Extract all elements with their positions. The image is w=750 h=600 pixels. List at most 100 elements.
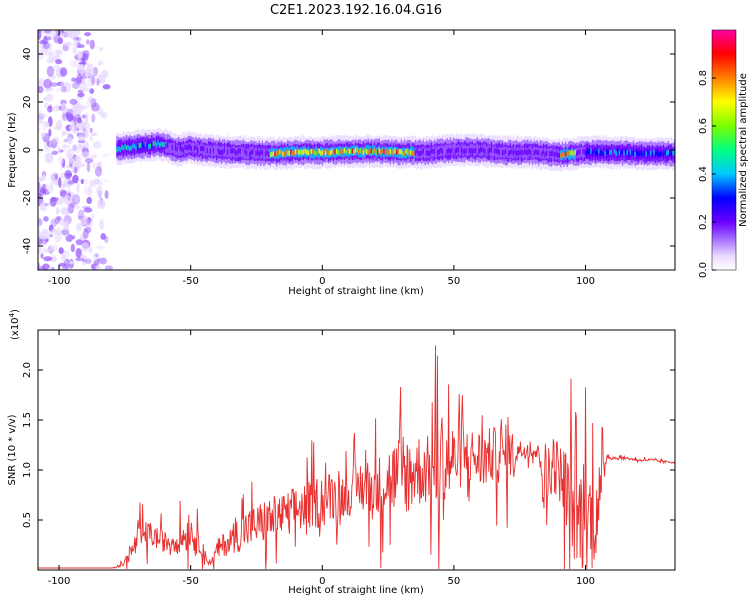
band-cell bbox=[316, 148, 319, 154]
band-cell bbox=[340, 148, 343, 154]
noise-blob bbox=[63, 258, 70, 269]
band-cell bbox=[263, 152, 265, 158]
band-cell bbox=[621, 149, 624, 155]
band-cell bbox=[604, 150, 606, 157]
band-cell bbox=[354, 147, 357, 153]
band-cell bbox=[260, 149, 262, 155]
band-cell bbox=[643, 150, 646, 156]
band-cell bbox=[179, 145, 182, 156]
band-cell bbox=[312, 148, 314, 154]
noise-blob bbox=[38, 78, 43, 83]
noise-blob bbox=[78, 63, 86, 75]
band-cell bbox=[170, 146, 172, 152]
band-cell bbox=[245, 150, 248, 156]
band-cell bbox=[672, 150, 674, 156]
noise-blob bbox=[38, 118, 43, 125]
band-cell bbox=[495, 148, 497, 154]
noise-blob bbox=[92, 66, 98, 77]
noise-blob bbox=[59, 32, 65, 38]
band-cell bbox=[533, 150, 535, 156]
noise-blob bbox=[89, 135, 94, 142]
spectrogram-y-label: Frequency (Hz) bbox=[7, 112, 18, 188]
noise-blob bbox=[52, 106, 61, 112]
band-cell bbox=[135, 145, 137, 151]
x-tick-label: -50 bbox=[182, 576, 198, 587]
band-cell bbox=[121, 144, 123, 150]
band-cell bbox=[631, 150, 633, 156]
band-cell bbox=[629, 149, 632, 160]
noise-blob bbox=[84, 111, 89, 123]
band-cell bbox=[508, 150, 510, 157]
band-cell bbox=[569, 150, 572, 156]
noise-blob bbox=[78, 132, 87, 140]
band-cell bbox=[358, 149, 360, 155]
colorbar-tick-label: 0.4 bbox=[698, 166, 709, 182]
band-cell bbox=[215, 149, 218, 155]
noise-blob bbox=[51, 33, 57, 38]
band-cell bbox=[261, 150, 264, 156]
noise-blob bbox=[93, 259, 100, 266]
noise-blob bbox=[94, 253, 99, 258]
band-cell bbox=[588, 149, 591, 155]
band-cell bbox=[309, 149, 311, 155]
band-cell bbox=[211, 148, 213, 154]
noise-blob bbox=[46, 48, 51, 54]
noise-blob bbox=[55, 207, 60, 215]
band-cell bbox=[192, 144, 194, 150]
band-cell bbox=[154, 140, 156, 146]
y-tick-label: 2.0 bbox=[22, 362, 33, 378]
colorbar-tick-label: 0.8 bbox=[698, 70, 709, 86]
colorbar-ticks: 0.0 0.2 0.4 0.6 0.8 bbox=[698, 70, 716, 278]
band-cell bbox=[124, 144, 126, 150]
noise-blob bbox=[83, 207, 93, 213]
noise-blob bbox=[72, 144, 78, 152]
noise-blob bbox=[39, 188, 49, 194]
band-cell bbox=[421, 149, 423, 156]
band-cell bbox=[373, 147, 376, 153]
band-cell bbox=[620, 150, 622, 156]
noise-blob bbox=[45, 93, 54, 102]
band-cell bbox=[290, 149, 292, 155]
band-cell bbox=[418, 151, 420, 157]
band-cell bbox=[144, 141, 147, 147]
band-cell bbox=[370, 147, 373, 153]
noise-blob bbox=[55, 226, 62, 237]
band-cell bbox=[545, 150, 548, 156]
band-cell bbox=[369, 149, 371, 155]
band-cell bbox=[564, 151, 567, 157]
band-cell bbox=[623, 150, 625, 156]
band-cell bbox=[233, 148, 235, 154]
band-cell bbox=[598, 148, 600, 154]
band-cell bbox=[615, 150, 617, 157]
band-cell bbox=[448, 147, 450, 153]
spectrogram-x-axis: -100 -50 0 50 100 bbox=[48, 30, 595, 287]
noise-blob bbox=[71, 77, 78, 83]
band-cell bbox=[321, 150, 324, 156]
band-cell bbox=[624, 149, 627, 155]
band-cell bbox=[506, 149, 508, 155]
band-cell bbox=[223, 147, 226, 153]
band-cell bbox=[471, 148, 474, 154]
band-cell bbox=[286, 151, 289, 157]
noise-blob bbox=[38, 192, 42, 198]
band-cell bbox=[523, 149, 526, 155]
noise-blob bbox=[59, 207, 69, 214]
band-cell bbox=[632, 150, 635, 156]
noise-blob bbox=[74, 166, 78, 174]
noise-blob bbox=[49, 181, 54, 193]
noise-blob bbox=[69, 115, 76, 121]
band-cell bbox=[201, 145, 204, 151]
band-cell bbox=[526, 150, 529, 156]
band-cell bbox=[618, 150, 621, 156]
noise-blob bbox=[101, 69, 109, 78]
noise-blob bbox=[76, 182, 80, 193]
band-cell bbox=[193, 145, 196, 151]
band-cell bbox=[406, 149, 409, 155]
band-cell bbox=[541, 151, 543, 157]
band-cell bbox=[147, 143, 150, 149]
noise-blob bbox=[38, 110, 43, 119]
band-cell bbox=[219, 149, 221, 155]
band-cell bbox=[585, 150, 587, 156]
noise-blob bbox=[56, 216, 62, 221]
noise-blob bbox=[94, 77, 98, 82]
